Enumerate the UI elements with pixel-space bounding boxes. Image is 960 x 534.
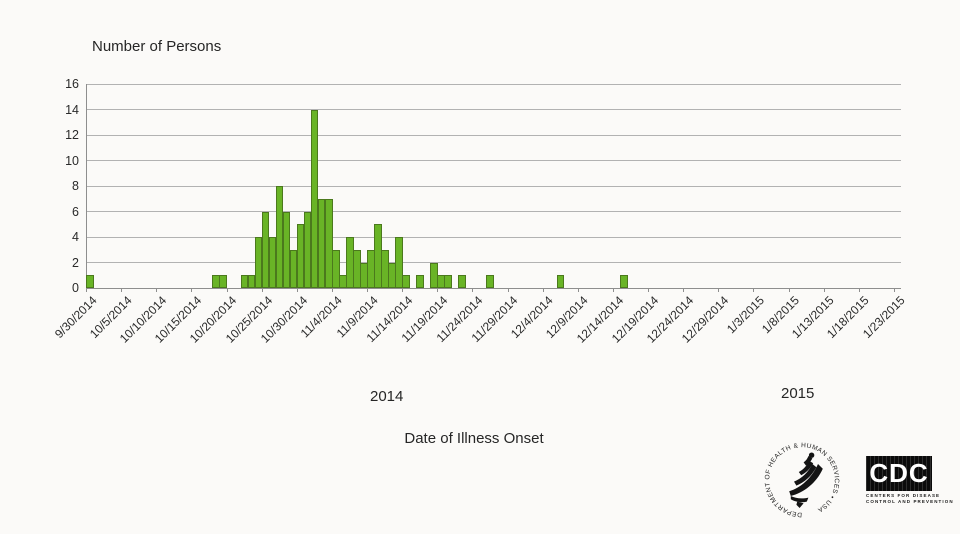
gridline	[86, 211, 901, 212]
y-axis-tick-label: 4	[72, 230, 79, 244]
cdc-logo: CDC Centers for Disease Control and Prev…	[866, 456, 954, 505]
footer-logos: DEPARTMENT OF HEALTH & HUMAN SERVICES • …	[762, 438, 954, 525]
cdc-logo-icon: CDC	[866, 456, 932, 491]
x-axis-tick	[261, 288, 263, 292]
y-axis-tick-label: 16	[65, 77, 79, 91]
y-axis-tick-label: 12	[65, 128, 79, 142]
y-axis-title: Number of Persons	[92, 38, 222, 55]
x-axis-tick	[331, 288, 333, 292]
x-axis-tick	[718, 288, 720, 292]
bar	[458, 275, 466, 288]
bar	[556, 275, 565, 288]
x-axis-tick	[577, 288, 579, 292]
gridline	[86, 160, 901, 161]
x-axis-tick	[402, 288, 404, 292]
bar	[416, 275, 424, 288]
x-axis-tick	[156, 288, 158, 292]
bar	[486, 275, 495, 288]
gridline	[86, 83, 901, 85]
x-axis-tick	[753, 288, 755, 292]
x-axis-title: Date of Illness Onset	[404, 430, 544, 447]
y-axis-tick-label: 0	[72, 281, 79, 295]
x-axis-tick	[858, 288, 860, 292]
year-label-2015: 2015	[781, 385, 815, 402]
x-axis-tick	[612, 288, 614, 292]
x-axis-tick	[226, 288, 228, 292]
x-axis-tick	[648, 288, 650, 292]
hhs-seal-icon: DEPARTMENT OF HEALTH & HUMAN SERVICES • …	[762, 440, 842, 525]
bar	[219, 275, 228, 288]
x-axis-tick	[788, 288, 790, 292]
gridline	[86, 262, 901, 263]
gridline	[86, 236, 901, 238]
year-label-2014: 2014	[370, 388, 404, 405]
x-axis-tick	[437, 288, 439, 292]
x-axis-tick	[823, 288, 825, 292]
y-axis-tick-label: 6	[72, 204, 79, 219]
cdc-caption-line2: Control and Prevention	[866, 498, 954, 504]
plot-area: 0 2 4 6 8 10 12 14 16 9/30/2014 10/5/2014 10/10/201…	[52, 78, 908, 346]
bar	[324, 198, 333, 288]
x-axis-tick	[683, 288, 685, 292]
bar	[331, 249, 340, 288]
y-axis-tick-label: 8	[72, 179, 79, 193]
gridline	[86, 185, 901, 187]
gridline	[86, 109, 901, 110]
y-axis-tick-label: 14	[65, 102, 79, 117]
y-axis-tick-label: 2	[72, 255, 79, 270]
bar	[402, 275, 410, 288]
x-axis-tick	[296, 288, 298, 292]
x-axis-tick	[472, 288, 474, 292]
bar	[86, 275, 94, 288]
cdc-caption: Centers for Disease Control and Preventi…	[866, 493, 954, 505]
bar	[444, 275, 452, 288]
x-axis-line	[86, 287, 901, 289]
y-axis-line	[85, 84, 87, 288]
x-axis-tick	[542, 288, 544, 292]
bar	[395, 237, 403, 288]
gridline	[86, 134, 901, 136]
cdc-caption-line1: Centers for Disease	[866, 493, 941, 498]
x-axis-tick	[893, 288, 895, 292]
x-axis-tick	[367, 288, 369, 292]
x-axis-tick	[121, 288, 123, 292]
x-axis-tick	[191, 288, 193, 292]
y-axis-tick-label: 10	[65, 153, 79, 168]
x-axis-tick-label: 1/3/2015	[723, 293, 767, 337]
bar	[619, 275, 628, 288]
x-axis-tick	[86, 288, 87, 292]
x-axis-tick	[507, 288, 509, 292]
